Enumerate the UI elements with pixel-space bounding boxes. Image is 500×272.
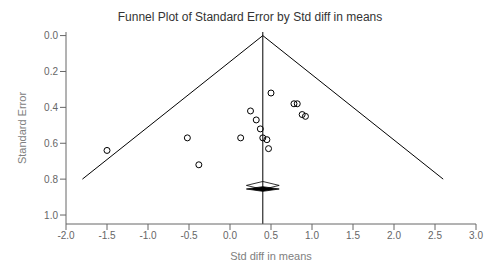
- svg-text:1.0: 1.0: [305, 230, 319, 241]
- html-text:Funnel Plot of Standard Error: Funnel Plot of Standard Error by Std dif…: [117, 10, 383, 24]
- svg-text:0.6: 0.6: [44, 138, 58, 149]
- svg-text:1.5: 1.5: [346, 230, 360, 241]
- svg-text:Standard Error: Standard Error: [16, 92, 28, 164]
- svg-text:-1.5: -1.5: [98, 230, 116, 241]
- svg-text:-1.0: -1.0: [139, 230, 157, 241]
- svg-text:0.2: 0.2: [44, 66, 58, 77]
- svg-text:1.0: 1.0: [44, 210, 58, 221]
- svg-text:-2.0: -2.0: [57, 230, 75, 241]
- svg-text:0.4: 0.4: [44, 102, 58, 113]
- svg-text:2.5: 2.5: [428, 230, 442, 241]
- svg-text:0.0: 0.0: [223, 230, 237, 241]
- svg-text:0.5: 0.5: [264, 230, 278, 241]
- svg-text:Std diff in means: Std diff in means: [230, 250, 312, 262]
- svg-text:3.0: 3.0: [469, 230, 483, 241]
- svg-text:0.8: 0.8: [44, 174, 58, 185]
- svg-text:0.0: 0.0: [44, 30, 58, 41]
- svg-text:2.0: 2.0: [387, 230, 401, 241]
- svg-text:-0.5: -0.5: [180, 230, 198, 241]
